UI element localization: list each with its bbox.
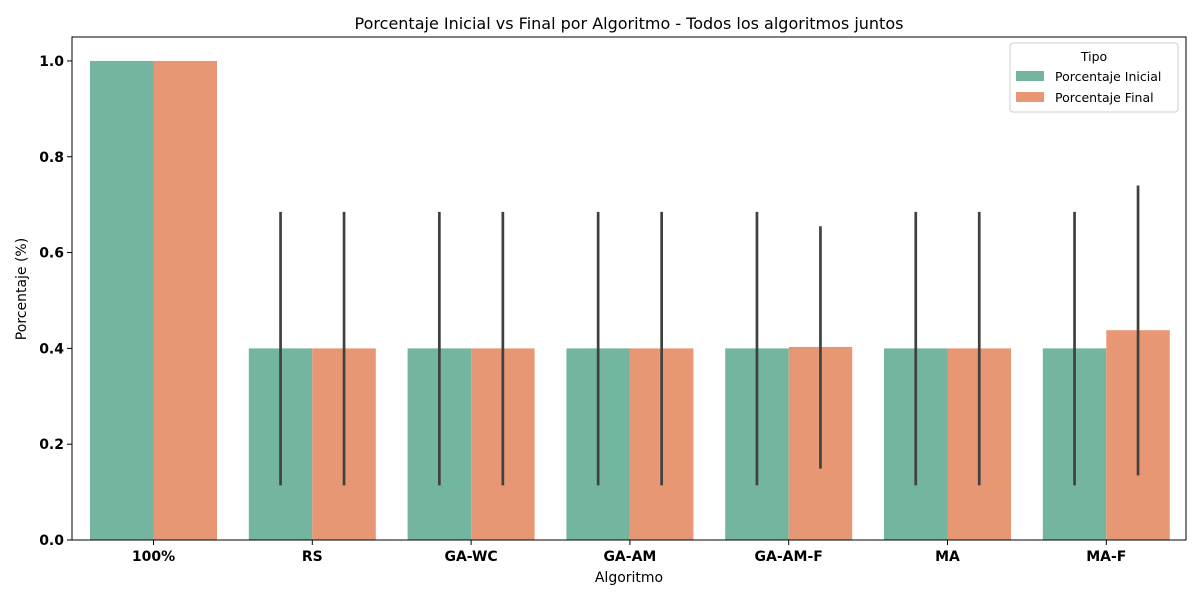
- y-axis-label: Porcentaje (%): [14, 238, 30, 340]
- x-tick-label-100pct: 100%: [132, 549, 175, 565]
- error-bars-group: [279, 185, 1140, 486]
- bars-group: [90, 60, 1170, 540]
- y-axis: 0.0 0.2 0.4 0.6 0.8 1.0: [39, 54, 72, 549]
- x-tick-label-ma: MA: [935, 549, 960, 565]
- y-tick-label: 1.0: [39, 54, 64, 70]
- legend-frame: [1009, 42, 1179, 113]
- x-tick-label-ga-wc: GA-WC: [444, 549, 497, 565]
- legend-title: Tipo: [1080, 49, 1107, 64]
- y-tick-label: 0.8: [39, 150, 64, 166]
- y-tick-label: 0.2: [39, 437, 64, 453]
- y-tick-label: 0.0: [39, 533, 64, 549]
- bar-porcentaje-final-100pct: [153, 60, 217, 540]
- bar-porcentaje-inicial-100pct: [90, 60, 154, 540]
- legend-swatch-porcentaje-inicial: [1016, 71, 1044, 81]
- y-tick-label: 0.6: [39, 246, 64, 262]
- plot-frame: [71, 36, 1187, 541]
- chart-title: Porcentaje Inicial vs Final por Algoritm…: [355, 14, 904, 33]
- x-tick-label-rs: RS: [302, 549, 323, 565]
- legend: Tipo Porcentaje Inicial Porcentaje Final: [1009, 42, 1179, 113]
- legend-swatch-porcentaje-final: [1016, 92, 1044, 102]
- x-tick-label-ga-am: GA-AM: [603, 549, 656, 565]
- y-tick-label: 0.4: [39, 341, 64, 357]
- x-tick-label-ga-am-f: GA-AM-F: [755, 549, 823, 565]
- legend-label-porcentaje-inicial: Porcentaje Inicial: [1055, 69, 1161, 84]
- x-axis: 100% RS GA-WC GA-AM GA-AM-F MA MA-F: [132, 540, 1126, 565]
- x-tick-label-ma-f: MA-F: [1086, 549, 1126, 565]
- legend-label-porcentaje-final: Porcentaje Final: [1055, 90, 1154, 105]
- x-axis-label: Algoritmo: [595, 570, 663, 586]
